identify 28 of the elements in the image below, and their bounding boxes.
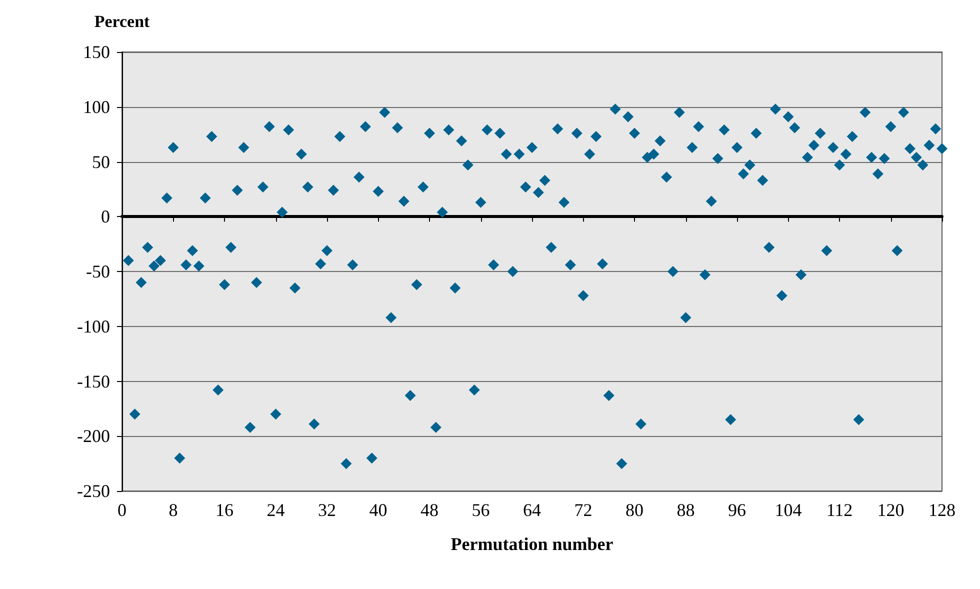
x-axis-title: Permutation number <box>450 534 614 554</box>
y-tick-label: 150 <box>83 42 110 62</box>
y-tick-label: 0 <box>101 206 110 227</box>
x-tick-label: 120 <box>877 500 904 520</box>
x-tick-label: 56 <box>472 500 490 520</box>
x-tick-label: 64 <box>523 500 541 520</box>
x-tick-label: 16 <box>216 500 234 520</box>
x-tick-label: 40 <box>369 500 388 520</box>
y-tick-label: -100 <box>77 316 110 336</box>
x-tick-label: 24 <box>266 500 285 520</box>
x-tick-label: 88 <box>676 500 695 520</box>
y-tick-label: -50 <box>86 262 110 282</box>
y-tick-label: 100 <box>83 96 110 117</box>
x-tick-label: 48 <box>420 500 438 520</box>
y-tick-label: 50 <box>92 152 110 172</box>
y-tick-label: -150 <box>77 371 110 392</box>
x-tick-label: 80 <box>626 500 644 520</box>
y-tick-label: -200 <box>77 426 110 446</box>
y-tick-label: -250 <box>77 481 110 501</box>
x-tick-label: 104 <box>774 500 802 520</box>
x-tick-label: 0 <box>118 500 126 520</box>
x-tick-label: 32 <box>318 500 336 520</box>
x-tick-label: 96 <box>728 500 746 520</box>
x-tick-label: 128 <box>928 500 956 520</box>
x-tick-label: 112 <box>826 500 853 520</box>
x-tick-label: 72 <box>574 500 592 520</box>
y-axis-title: Percent <box>94 12 150 31</box>
x-tick-label: 8 <box>168 500 178 520</box>
